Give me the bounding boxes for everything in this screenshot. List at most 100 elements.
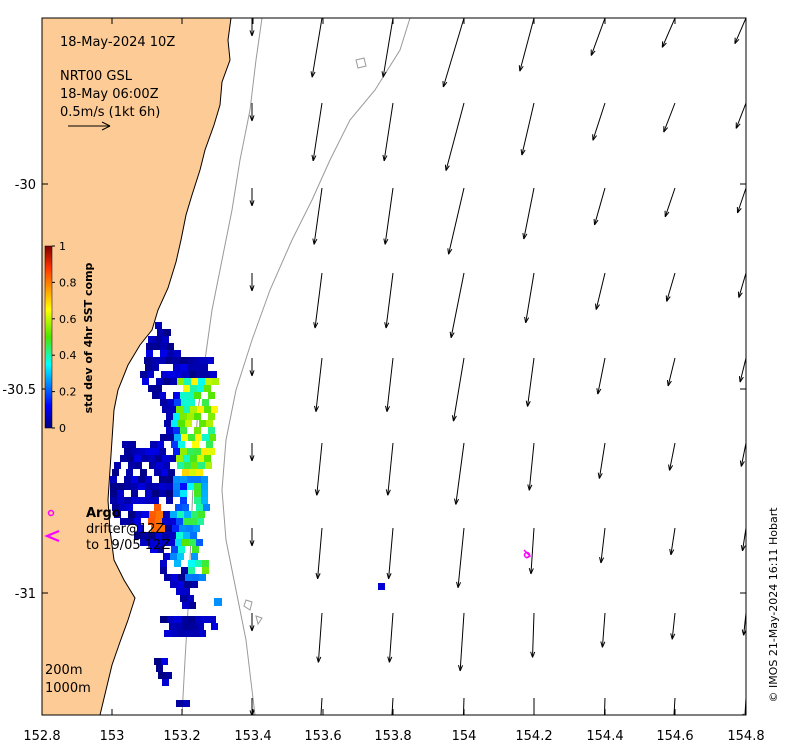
sst-pixel [194,448,201,455]
sst-pixel [181,567,188,574]
sst-pixel [177,462,184,469]
colorbar-tick-label: 1 [59,240,66,253]
sst-pixel [110,497,117,504]
sst-pixel [159,448,166,455]
sst-pixel [196,371,203,378]
current-arrow [533,698,535,715]
current-arrow [736,187,746,214]
sst-pixel [165,672,172,679]
current-arrow [518,18,535,72]
sst-pixel [140,539,147,546]
sst-pixel [178,420,185,427]
sst-pixel [124,483,131,490]
sst-pixel [206,441,213,448]
sst-pixel [170,511,177,518]
sst-pixel [166,427,173,434]
sst-pixel [176,518,183,525]
sst-pixel [171,441,178,448]
sst-pixel [176,700,183,707]
sst-pixel [124,448,131,455]
colorbar-tick-label: 0.2 [59,386,77,399]
sst-pixel [190,518,197,525]
sst-pixel [204,385,211,392]
sst-pixel [155,385,162,392]
sst-pixel [212,378,219,385]
y-tick-label: -30.5 [2,383,36,398]
argo-legend-drift-icon [44,529,60,543]
sst-pixel [162,336,169,343]
current-arrow [449,272,465,338]
isobath-1000m [221,18,411,715]
sst-pixel [197,406,204,413]
sst-pixel [156,665,163,672]
sst-pixel [175,539,182,546]
sst-pixel [110,483,117,490]
sst-pixel [127,518,134,525]
sst-pixel [131,483,138,490]
sst-pixel [148,455,155,462]
sst-pixel [187,413,194,420]
sst-pixel [150,441,157,448]
sst-pixel [161,658,168,665]
sst-pixel [176,588,183,595]
sst-pixel [205,462,212,469]
sst-pixel [183,588,190,595]
sst-pixel [167,343,174,350]
sst-pixel [183,406,190,413]
current-arrow [320,697,323,715]
sst-pixel [191,378,198,385]
sst-pixel [178,630,185,637]
sst-pixel [131,497,138,504]
sst-pixel [173,427,180,434]
sst-pixel [181,434,188,441]
current-arrow [734,18,746,45]
sst-pixel [159,476,166,483]
sst-pixel [159,490,166,497]
sst-pixel [166,413,173,420]
sst-pixel [145,497,152,504]
sst-pixel [171,420,178,427]
sst-pixel [138,483,145,490]
sst-pixel [178,546,185,553]
sst-pixel [200,357,207,364]
sst-pixel [179,357,186,364]
sst-pixel [196,539,203,546]
current-arrow [310,18,323,78]
sst-pixel [120,518,127,525]
sst-pixel [152,448,159,455]
current-arrow [391,697,394,715]
current-arrow [387,612,394,663]
sst-pixel [144,357,151,364]
sst-pixel [122,441,129,448]
current-arrow [527,442,535,491]
sst-pixel [202,567,209,574]
sst-pixel [169,455,176,462]
sst-pixel [126,504,133,511]
sst-pixel [169,518,176,525]
y-axis: -30 -30.5 -31 [2,178,746,602]
current-arrow [738,357,746,383]
sst-pixel [158,357,165,364]
current-arrow [249,443,255,462]
argo-title: Argo [86,506,121,521]
x-tick-label: 154.4 [586,729,623,744]
current-arrow [590,18,606,56]
sst-pixel [176,532,183,539]
sst-pixel [157,546,164,553]
sst-pixel [378,583,385,590]
sst-pixel [163,462,170,469]
sst-pixel [198,378,205,385]
sst-pixel [188,616,195,623]
sst-pixel [152,483,159,490]
sst-pixel [165,525,172,532]
sst-pixel [173,483,180,490]
sst-pixel [194,413,201,420]
sst-pixel [162,518,169,525]
sst-pixel [160,343,167,350]
x-axis: 152.8 153 153.2 153.4 153.6 153.8 154 154.2 154.… [23,18,765,744]
sst-pixel [208,392,215,399]
sst-pixel [170,553,177,560]
sst-pixel [204,455,211,462]
sst-pixel [180,476,187,483]
sst-pixel [173,476,180,483]
